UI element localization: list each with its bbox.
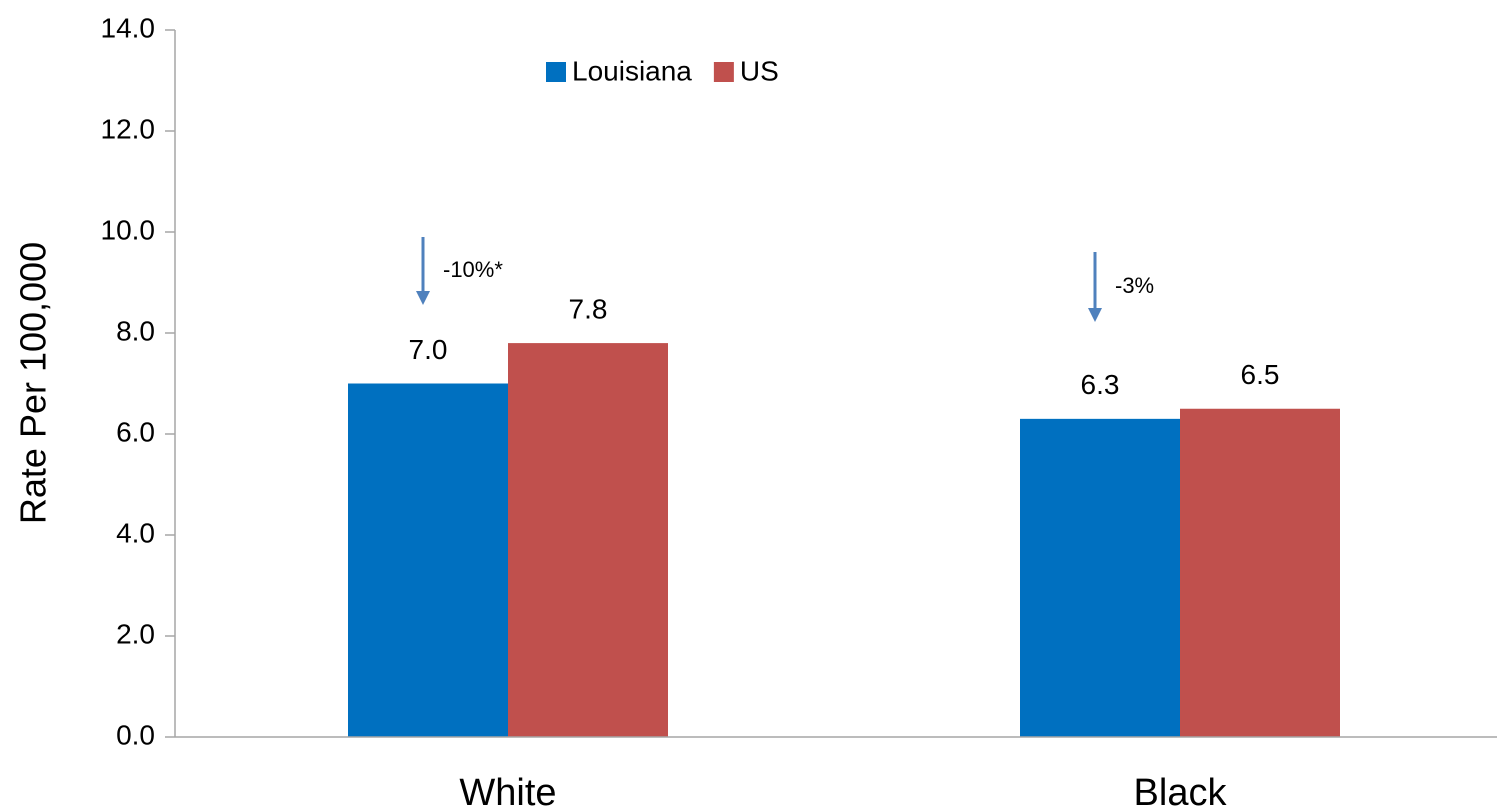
- y-tick-label: 0.0: [116, 719, 155, 750]
- annotation-arrowhead: [416, 291, 430, 305]
- annotation-arrowhead: [1088, 308, 1102, 322]
- y-tick-label: 4.0: [116, 517, 155, 548]
- y-tick-label: 12.0: [101, 113, 156, 144]
- x-tick-label: White: [459, 772, 556, 812]
- value-label: 6.5: [1241, 359, 1280, 390]
- y-tick-label: 8.0: [116, 315, 155, 346]
- y-axis-label: Rate Per 100,000: [13, 242, 54, 524]
- legend-label: Louisiana: [572, 55, 692, 86]
- y-tick-label: 2.0: [116, 618, 155, 649]
- bar: [508, 343, 668, 737]
- legend-label: US: [740, 55, 779, 86]
- value-label: 7.8: [569, 293, 608, 324]
- legend-swatch: [546, 62, 566, 82]
- y-tick-label: 14.0: [101, 12, 156, 43]
- bar: [1180, 408, 1340, 737]
- annotation: -10%*: [443, 257, 503, 282]
- y-tick-label: 10.0: [101, 214, 156, 245]
- x-tick-label: Black: [1134, 772, 1228, 812]
- legend-swatch: [713, 62, 734, 82]
- annotation: -3%: [1115, 273, 1154, 298]
- value-label: 6.3: [1081, 369, 1120, 400]
- value-label: 7.0: [409, 334, 448, 365]
- y-tick-label: 6.0: [116, 416, 155, 447]
- bar: [1020, 418, 1180, 737]
- bar: [348, 383, 508, 737]
